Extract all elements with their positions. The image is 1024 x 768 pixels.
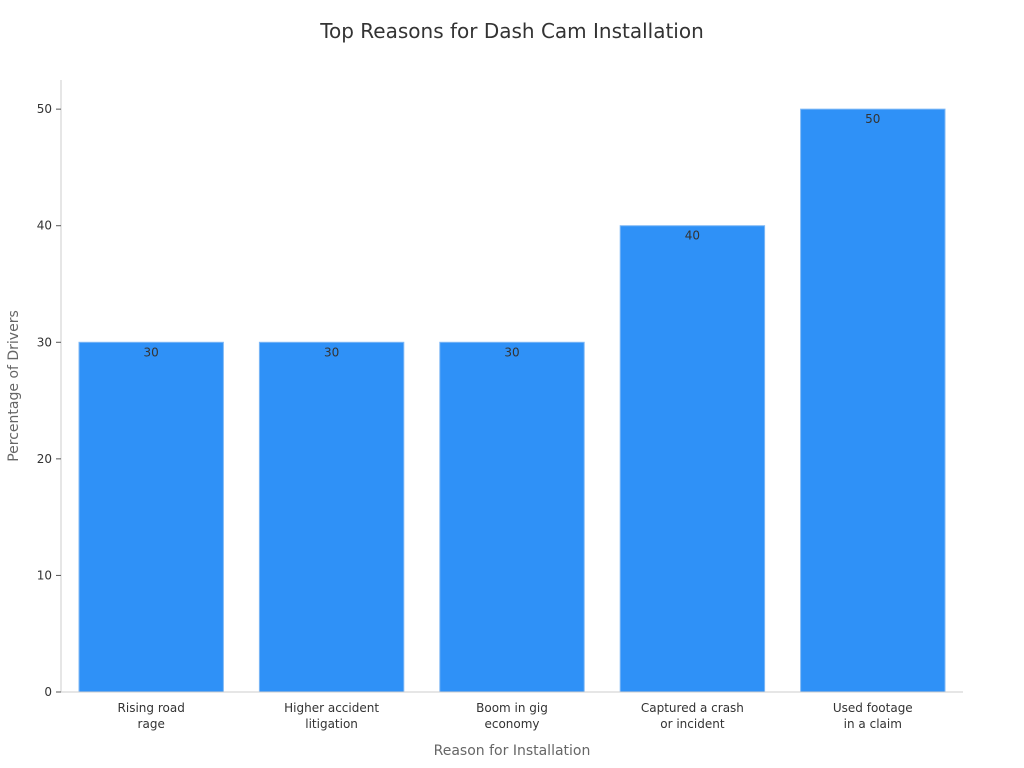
y-tick-label: 30 (37, 335, 52, 349)
bar-value-label: 30 (504, 345, 519, 359)
x-tick-label-line: Boom in gig (476, 701, 548, 715)
y-ticks-group: 0 10 20 30 40 50 (37, 102, 61, 699)
x-tick-label: Captured a crash or incident (641, 701, 744, 731)
bar (439, 341, 585, 693)
y-axis-title: Percentage of Drivers (6, 310, 22, 462)
bar (258, 341, 405, 693)
bar-value-label: 40 (685, 229, 700, 243)
x-tick-label-line: or incident (660, 717, 725, 731)
x-tick-label: Used footage in a claim (833, 701, 913, 731)
data-labels-group: 30 30 30 40 50 (144, 112, 881, 359)
x-tick-label-line: Captured a crash (641, 701, 744, 715)
bar (619, 225, 766, 693)
bar-value-label: 50 (865, 112, 880, 126)
x-tick-label: Rising road rage (118, 701, 185, 731)
x-tick-label-line: in a claim (844, 717, 902, 731)
y-tick-label: 50 (37, 102, 52, 116)
x-tick-label-line: rage (138, 717, 165, 731)
x-ticks-group: Rising road rage Higher accident litigation… (118, 701, 913, 731)
y-tick-label: 0 (44, 685, 52, 699)
x-tick-label: Higher accident litigation (284, 701, 379, 731)
x-tick-label-line: Higher accident (284, 701, 379, 715)
x-axis-title: Reason for Installation (434, 743, 591, 759)
bar-value-label: 30 (324, 345, 339, 359)
x-tick-label: Boom in gig economy (476, 701, 548, 731)
bar-value-label: 30 (144, 345, 159, 359)
chart-title: Top Reasons for Dash Cam Installation (320, 19, 704, 43)
bar (78, 341, 224, 693)
y-tick-label: 10 (37, 568, 52, 582)
bars-group (78, 108, 946, 693)
y-tick-label: 40 (37, 219, 52, 233)
x-tick-label-line: economy (484, 717, 539, 731)
x-tick-label-line: Used footage (833, 701, 913, 715)
x-tick-label-line: litigation (305, 717, 358, 731)
x-tick-label-line: Rising road (118, 701, 185, 715)
bar (800, 108, 946, 693)
y-tick-label: 20 (37, 452, 52, 466)
